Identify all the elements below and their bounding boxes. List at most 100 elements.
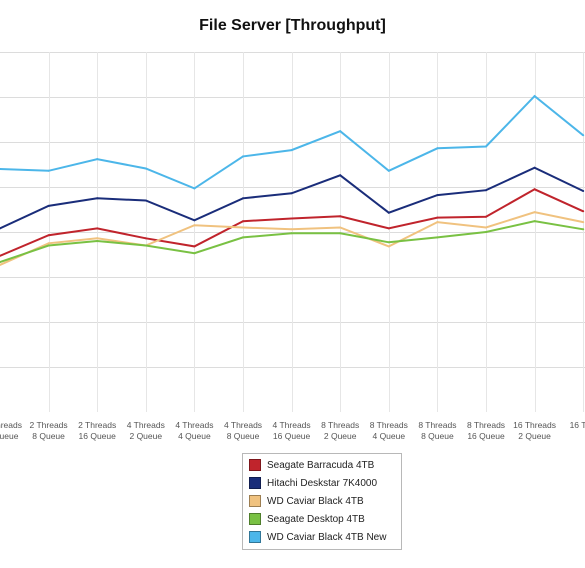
data-point-4-3 xyxy=(144,167,147,170)
series-line-2 xyxy=(0,211,584,266)
x-tick-label-3-0: 4 Threads xyxy=(127,420,165,430)
legend-label-0: Seagate Barracuda 4TB xyxy=(267,459,375,471)
data-point-0-5 xyxy=(242,220,244,223)
data-point-0-2 xyxy=(96,227,99,230)
x-tick-label-9-0: 8 Threads xyxy=(418,420,456,430)
data-point-0-7 xyxy=(339,215,342,218)
x-tick-label-7-0: 8 Threads xyxy=(321,420,359,430)
data-point-1-9 xyxy=(436,194,439,197)
data-point-0-9 xyxy=(436,216,439,219)
data-point-1-8 xyxy=(387,211,390,214)
data-point-3-7 xyxy=(339,232,342,235)
legend-label-3: Seagate Desktop 4TB xyxy=(267,513,365,525)
legend-label-2: WD Caviar Black 4TB xyxy=(267,495,364,507)
x-tick-label-10-0: 8 Threads xyxy=(467,420,505,430)
x-tick-label-1-0: 2 Threads xyxy=(30,420,68,430)
data-point-2-12 xyxy=(582,221,585,224)
x-tick-label-11-1: 2 Queue xyxy=(518,431,551,441)
data-point-1-7 xyxy=(339,174,342,177)
data-point-4-4 xyxy=(193,187,196,190)
legend-swatch-4 xyxy=(249,531,261,543)
legend-swatch-1 xyxy=(249,477,261,489)
data-point-1-6 xyxy=(290,192,293,195)
data-point-2-0 xyxy=(0,263,1,266)
data-point-1-0 xyxy=(0,227,1,230)
x-tick-label-8-1: 4 Queue xyxy=(372,431,405,441)
legend-item-4: WD Caviar Black 4TB New xyxy=(243,528,401,546)
data-point-1-2 xyxy=(96,197,99,200)
data-point-1-5 xyxy=(242,197,244,200)
data-point-2-2 xyxy=(96,237,99,240)
data-point-4-8 xyxy=(387,169,390,172)
x-tick-label-8-0: 8 Threads xyxy=(370,420,408,430)
data-point-0-10 xyxy=(485,215,487,218)
x-tick-label-0-0: hreads xyxy=(0,420,22,430)
data-point-2-1 xyxy=(47,242,50,245)
data-point-3-3 xyxy=(144,244,147,247)
data-point-3-5 xyxy=(242,236,244,239)
x-tick-label-1-1: 8 Queue xyxy=(32,431,65,441)
data-point-3-4 xyxy=(193,252,196,255)
x-tick-label-4-1: 4 Queue xyxy=(178,431,211,441)
data-point-2-6 xyxy=(290,228,293,231)
data-point-0-1 xyxy=(47,234,50,237)
x-tick-label-2-0: 2 Threads xyxy=(78,420,116,430)
legend-swatch-3 xyxy=(249,513,261,525)
x-tick-label-9-1: 8 Queue xyxy=(421,431,454,441)
chart-legend: Seagate Barracuda 4TB Hitachi Deskstar 7K… xyxy=(242,453,402,550)
data-point-3-6 xyxy=(290,232,293,235)
legend-swatch-0 xyxy=(249,459,261,471)
data-point-3-10 xyxy=(485,231,487,233)
data-point-0-8 xyxy=(387,227,390,230)
chart-grid xyxy=(0,52,585,412)
legend-item-2: WD Caviar Black 4TB xyxy=(243,492,401,510)
data-point-4-7 xyxy=(339,130,342,133)
data-point-3-0 xyxy=(0,261,1,264)
data-point-0-11 xyxy=(533,188,536,191)
data-point-4-12 xyxy=(582,134,585,137)
x-tick-label-7-1: 2 Queue xyxy=(324,431,357,441)
data-point-4-1 xyxy=(47,169,50,172)
series-3 xyxy=(0,220,585,264)
legend-label-1: Hitachi Deskstar 7K4000 xyxy=(267,477,378,489)
chart-title: File Server [Throughput] xyxy=(199,17,386,34)
data-point-2-11 xyxy=(533,211,536,214)
series-1 xyxy=(0,166,585,230)
series-line-3 xyxy=(0,220,584,264)
data-point-4-5 xyxy=(242,155,244,158)
x-tick-label-11-0: 16 Threads xyxy=(513,420,556,430)
data-point-4-0 xyxy=(0,168,1,170)
data-point-2-9 xyxy=(436,221,439,224)
legend-item-0: Seagate Barracuda 4TB xyxy=(243,456,401,474)
x-tick-label-5-0: 4 Threads xyxy=(224,420,262,430)
data-point-4-11 xyxy=(533,95,536,98)
legend-label-4: WD Caviar Black 4TB New xyxy=(267,531,387,543)
data-point-1-4 xyxy=(193,219,196,222)
data-point-0-3 xyxy=(144,237,147,240)
legend-item-3: Seagate Desktop 4TB xyxy=(243,510,401,528)
data-point-0-6 xyxy=(290,217,293,220)
series-4 xyxy=(0,94,585,190)
data-point-3-8 xyxy=(387,241,390,244)
data-point-0-0 xyxy=(0,254,1,257)
data-point-3-9 xyxy=(436,236,439,239)
data-point-2-8 xyxy=(387,245,390,248)
data-point-2-7 xyxy=(339,226,342,229)
data-point-4-2 xyxy=(96,158,99,161)
data-point-2-5 xyxy=(242,226,244,229)
x-tick-label-5-1: 8 Queue xyxy=(227,431,260,441)
legend-swatch-2 xyxy=(249,495,261,507)
x-tick-label-6-1: 16 Queue xyxy=(273,431,311,441)
x-tick-label-12-0: 16 T xyxy=(570,420,585,430)
data-point-1-10 xyxy=(485,189,487,192)
data-point-2-10 xyxy=(485,226,487,229)
data-point-1-12 xyxy=(582,190,585,192)
series-0 xyxy=(0,188,585,257)
x-tick-label-10-1: 16 Queue xyxy=(467,431,505,441)
data-point-3-2 xyxy=(96,240,99,242)
data-point-4-9 xyxy=(436,147,439,150)
data-point-1-1 xyxy=(47,204,50,207)
legend-item-1: Hitachi Deskstar 7K4000 xyxy=(243,474,401,492)
